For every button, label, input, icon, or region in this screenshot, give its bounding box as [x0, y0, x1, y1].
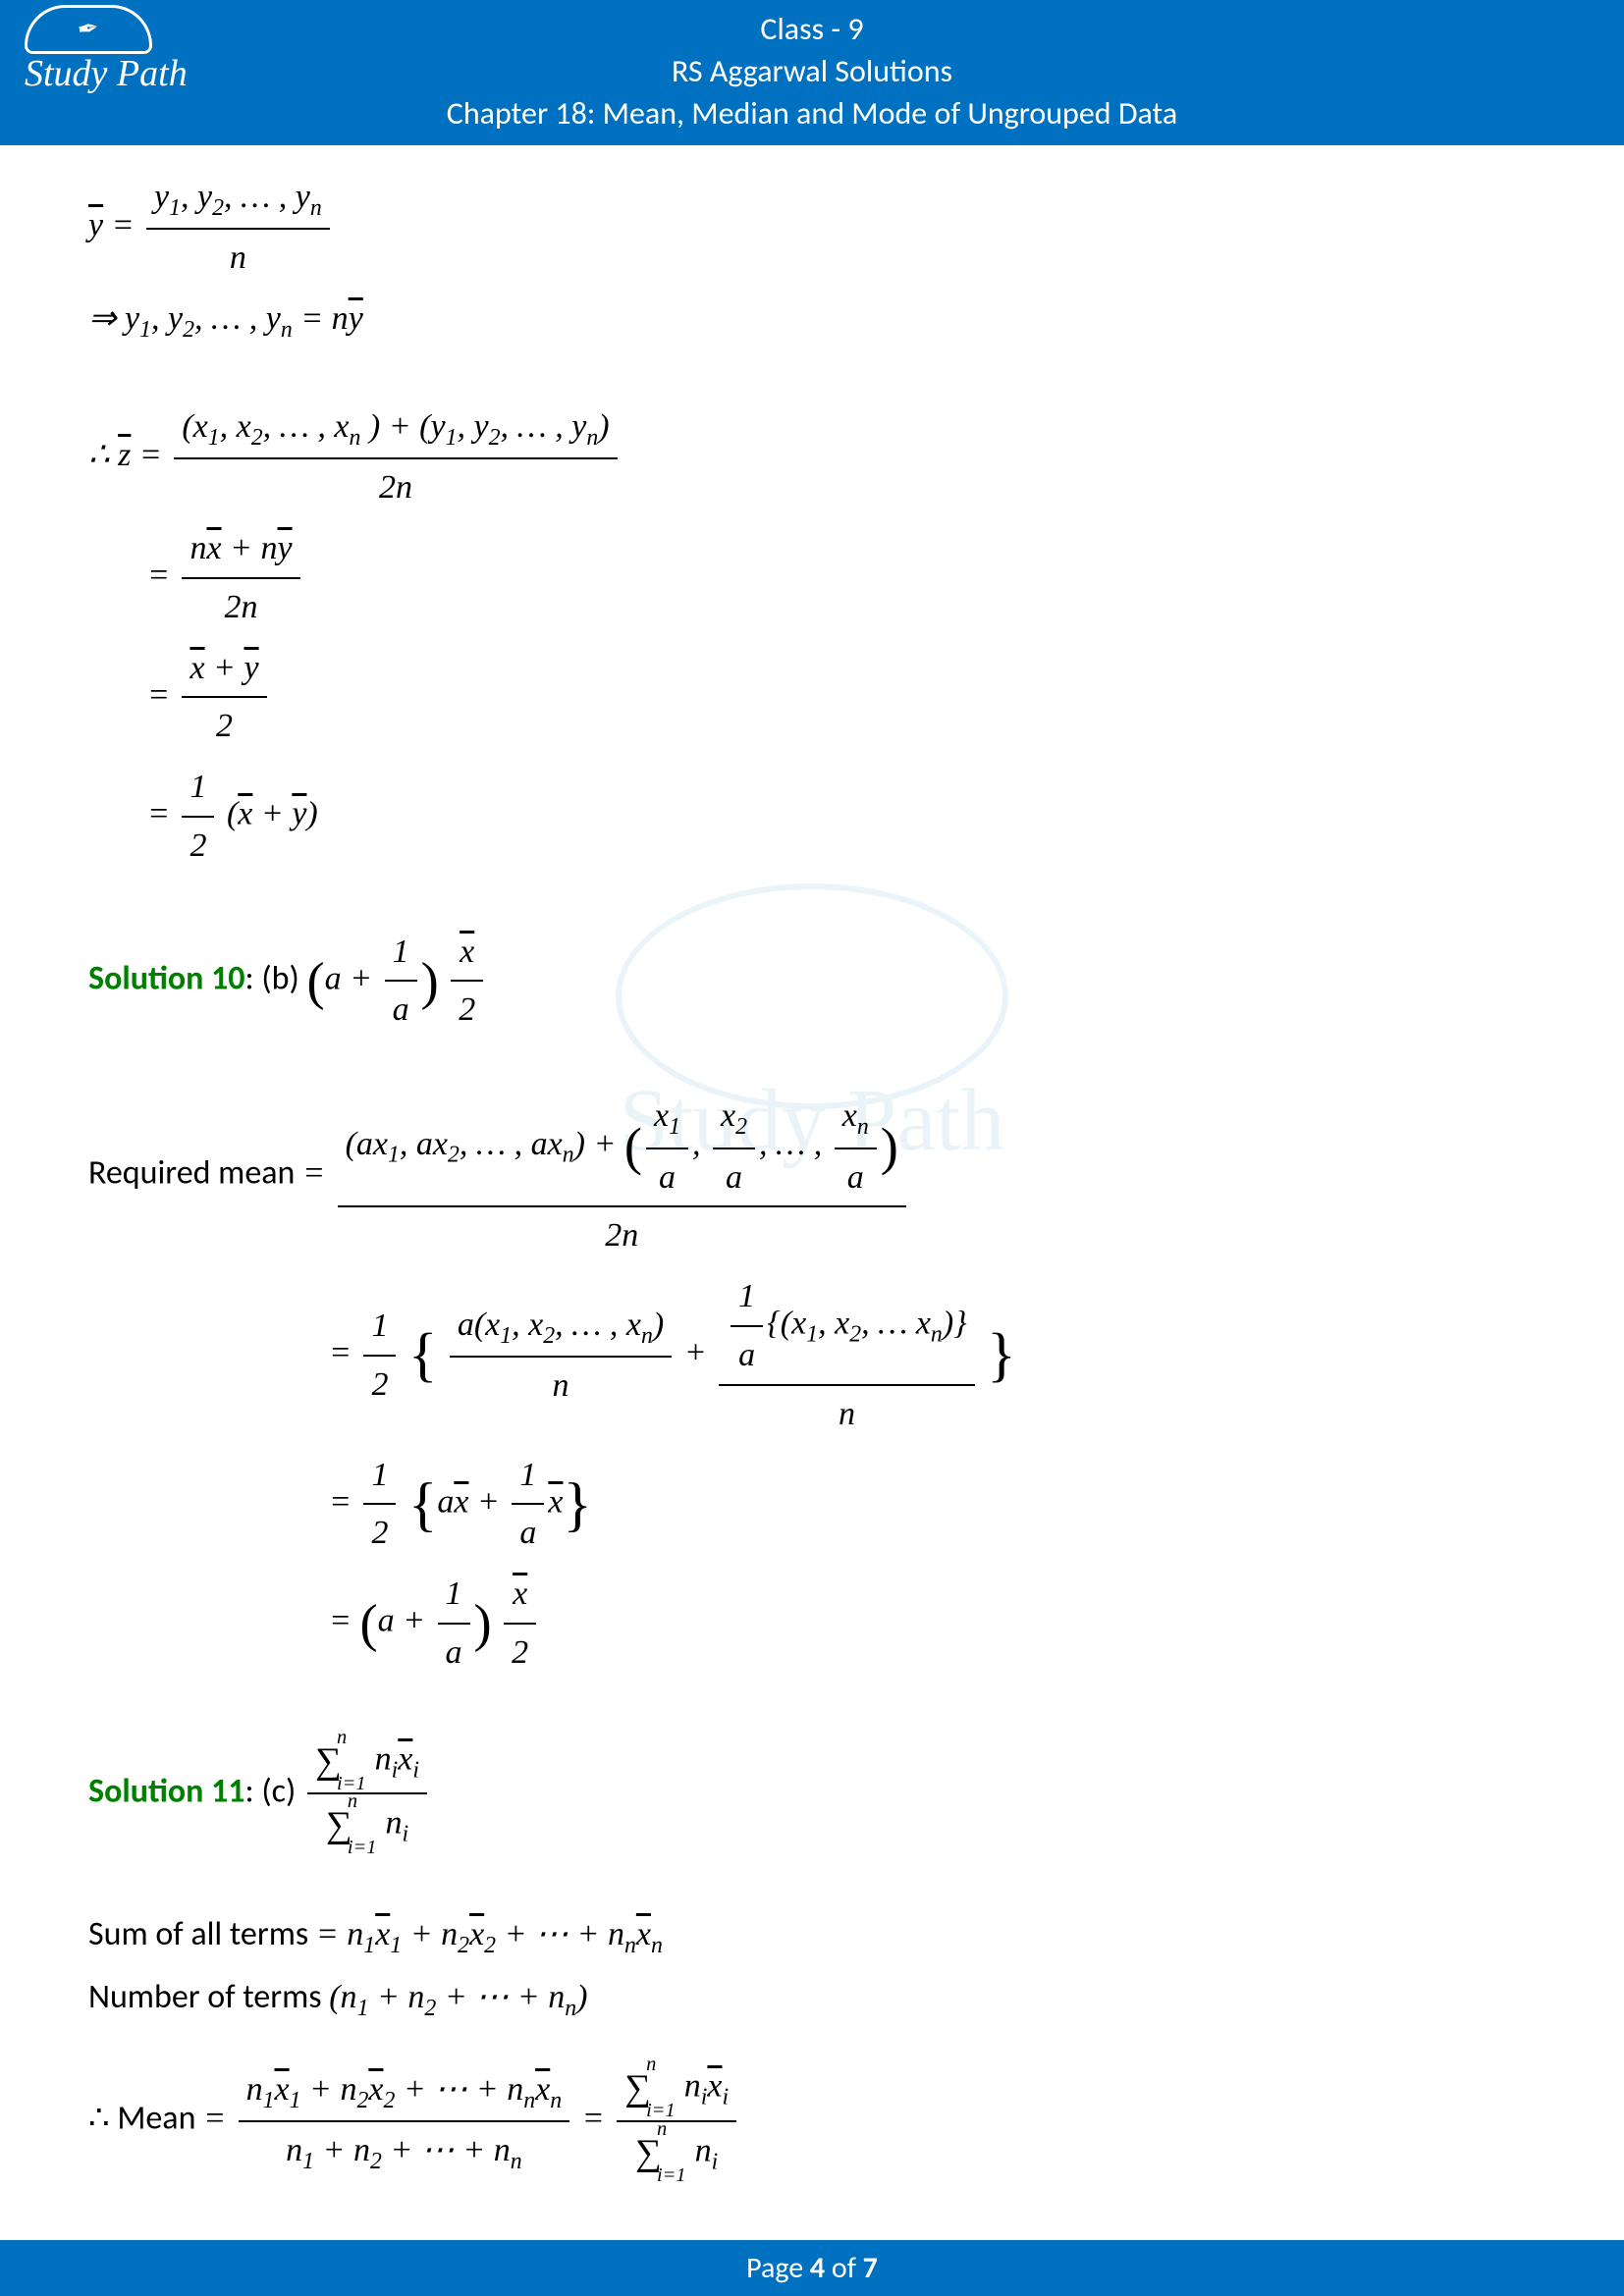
page-content: y = y1, y2, … , ynn ⇒ y1, y2, … , yn = n…	[0, 145, 1624, 2185]
page-footer: Page 4 of 7	[0, 2240, 1624, 2296]
required-mean-line4: = (a + 1a) x2	[88, 1566, 1536, 1682]
required-mean-label: Required mean	[88, 1153, 302, 1194]
required-mean-line1: Required mean = (ax1, ax2, … , axn) + (x…	[88, 1088, 1536, 1264]
footer-current-page: 4	[810, 2250, 825, 2286]
num-terms-label: Number of terms	[88, 1977, 329, 2017]
logo-text: Study Path	[25, 52, 188, 95]
solution-11-label: Solution 11	[88, 1771, 245, 1811]
required-mean-line2: = 12 { a(x1, x2, … , xn)n + 1a{(x1, x2, …	[88, 1268, 1536, 1442]
pen-icon: ✒	[76, 13, 102, 45]
solution-11-heading: Solution 11: (c) ∑ni=1 nixi ∑ni=1 ni	[88, 1731, 1536, 1857]
footer-total-pages: 7	[863, 2250, 878, 2286]
solution-10-option: : (b)	[245, 958, 307, 998]
solution-10-label: Solution 10	[88, 958, 245, 998]
header-class: Class - 9	[0, 8, 1624, 50]
solution-10-heading: Solution 10: (b) (a + 1a) x2	[88, 924, 1536, 1040]
equation-ybar: y = y1, y2, … , ynn	[88, 169, 1536, 287]
page-header: ✒ Study Path Class - 9 RS Aggarwal Solut…	[0, 0, 1624, 145]
num-terms-line: Number of terms (n1 + n2 + ⋯ + nn)	[88, 1969, 1536, 2028]
logo-icon: ✒	[25, 5, 152, 54]
header-book: RS Aggarwal Solutions	[0, 50, 1624, 92]
footer-middle: of	[825, 2250, 863, 2286]
sum-terms-line: Sum of all terms = n1x1 + n2x2 + ⋯ + nnx…	[88, 1906, 1536, 1965]
footer-prefix: Page	[746, 2250, 810, 2286]
equation-zbar-line2: = nx + ny2n	[88, 520, 1536, 636]
therefore-mean-label: ∴ Mean	[88, 2099, 203, 2139]
sum-terms-label: Sum of all terms	[88, 1914, 316, 1954]
equation-zbar-line1: ∴ z = (x1, x2, … , xn ) + (y1, y2, … , y…	[88, 399, 1536, 516]
logo: ✒ Study Path	[25, 5, 188, 95]
equation-zbar-line3: = x + y2	[88, 640, 1536, 756]
therefore-mean-line: ∴ Mean = n1x1 + n2x2 + ⋯ + nnxn n1 + n2 …	[88, 2057, 1536, 2184]
required-mean-line3: = 12 {ax + 1ax}	[88, 1447, 1536, 1563]
equation-implies-y: ⇒ y1, y2, … , yn = ny	[88, 291, 1536, 349]
equation-zbar-line4: = 12 (x + y)	[88, 759, 1536, 875]
solution-11-option: : (c)	[245, 1771, 303, 1811]
header-chapter: Chapter 18: Mean, Median and Mode of Ung…	[0, 92, 1624, 134]
